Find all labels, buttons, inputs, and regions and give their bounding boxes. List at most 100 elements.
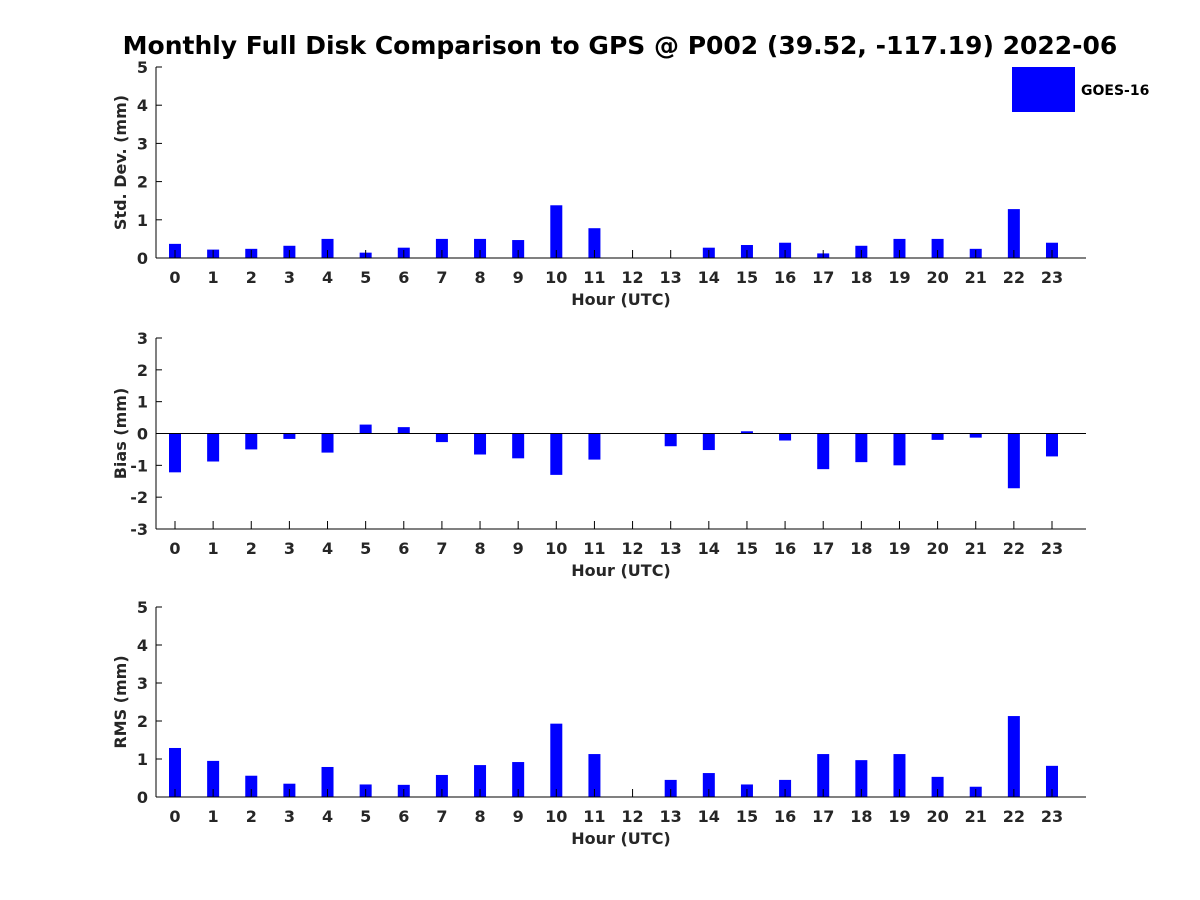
x-tick-label: 22 — [1003, 807, 1025, 826]
x-tick-label: 23 — [1041, 539, 1063, 558]
bar-hour-11 — [588, 433, 601, 460]
bar-hour-4 — [321, 433, 334, 453]
x-tick-label: 9 — [513, 807, 524, 826]
x-tick-label: 12 — [621, 268, 643, 287]
legend: GOES-16 — [1012, 67, 1149, 112]
bar-hour-17 — [817, 433, 830, 470]
x-tick-label: 1 — [208, 807, 219, 826]
bar-hour-23 — [1045, 433, 1058, 457]
x-tick-label: 8 — [474, 539, 485, 558]
x-tick-label: 14 — [698, 539, 720, 558]
bar-hour-9 — [512, 762, 525, 797]
bar-hour-11 — [588, 228, 601, 258]
x-tick-label: 15 — [736, 807, 758, 826]
x-tick-label: 9 — [513, 268, 524, 287]
bar-hour-14 — [702, 773, 715, 797]
y-tick-label: 5 — [137, 58, 148, 77]
x-tick-label: 16 — [774, 268, 796, 287]
x-tick-label: 13 — [660, 807, 682, 826]
bar-hour-7 — [435, 238, 448, 258]
bar-hour-20 — [931, 433, 944, 440]
x-axis-label: Hour (UTC) — [571, 829, 671, 848]
x-tick-label: 10 — [545, 268, 567, 287]
x-tick-label: 19 — [888, 539, 910, 558]
bar-hour-10 — [550, 723, 563, 797]
bar-hour-5 — [359, 424, 372, 434]
bar-hour-0 — [169, 433, 181, 473]
x-tick-label: 14 — [698, 807, 720, 826]
x-tick-label: 15 — [736, 539, 758, 558]
bar-hour-10 — [550, 433, 563, 475]
y-tick-label: 4 — [137, 96, 148, 115]
x-tick-label: 21 — [965, 807, 987, 826]
x-tick-label: 20 — [926, 268, 948, 287]
x-tick-label: 11 — [583, 807, 605, 826]
y-tick-label: 2 — [137, 361, 148, 380]
bar-hour-20 — [931, 238, 944, 258]
bar-hour-18 — [855, 760, 868, 797]
x-tick-label: 19 — [888, 268, 910, 287]
bar-hour-20 — [931, 776, 944, 797]
y-axis-label: Bias (mm) — [111, 388, 130, 480]
bar-hour-14 — [702, 433, 715, 451]
x-tick-label: 20 — [926, 807, 948, 826]
y-axis-label: RMS (mm) — [111, 655, 130, 748]
bar-hour-23 — [1045, 765, 1058, 797]
bar-hour-7 — [435, 774, 448, 797]
bar-hour-15 — [740, 431, 753, 434]
bar-hour-22 — [1007, 209, 1020, 258]
y-tick-label: 1 — [137, 750, 148, 769]
x-tick-label: 10 — [545, 539, 567, 558]
x-tick-label: 9 — [513, 539, 524, 558]
y-tick-label: 3 — [137, 674, 148, 693]
bar-hour-2 — [245, 433, 258, 450]
x-tick-label: 10 — [545, 807, 567, 826]
bar-hour-4 — [321, 766, 334, 797]
y-axis-label: Std. Dev. (mm) — [111, 95, 130, 230]
x-tick-label: 7 — [436, 807, 447, 826]
y-tick-label: 0 — [137, 425, 148, 444]
bar-hour-9 — [512, 433, 525, 459]
bar-hour-3 — [283, 433, 296, 439]
bar-hour-21 — [969, 433, 982, 438]
x-tick-label: 0 — [169, 807, 180, 826]
x-axis-label: Hour (UTC) — [571, 561, 671, 580]
x-tick-label: 6 — [398, 807, 409, 826]
x-tick-label: 14 — [698, 268, 720, 287]
bar-hour-8 — [474, 238, 487, 258]
bar-hour-22 — [1007, 716, 1020, 797]
x-tick-label: 5 — [360, 539, 371, 558]
x-tick-label: 2 — [246, 539, 257, 558]
x-tick-label: 2 — [246, 807, 257, 826]
x-tick-label: 3 — [284, 268, 295, 287]
bar-hour-4 — [321, 238, 334, 258]
x-tick-label: 8 — [474, 807, 485, 826]
x-tick-label: 16 — [774, 807, 796, 826]
x-axis-label: Hour (UTC) — [571, 290, 671, 309]
x-tick-label: 19 — [888, 807, 910, 826]
bar-hour-9 — [512, 240, 525, 258]
bar-hour-11 — [588, 754, 601, 797]
bar-hour-16 — [779, 433, 792, 441]
y-tick-label: 5 — [137, 598, 148, 617]
bar-hour-8 — [474, 765, 487, 797]
y-tick-label: 1 — [137, 393, 148, 412]
x-tick-label: 17 — [812, 268, 834, 287]
bar-hour-8 — [474, 433, 487, 455]
bar-hour-22 — [1007, 433, 1020, 489]
x-tick-label: 4 — [322, 539, 333, 558]
x-tick-label: 18 — [850, 539, 872, 558]
x-tick-label: 12 — [621, 539, 643, 558]
x-tick-label: 22 — [1003, 268, 1025, 287]
bar-hour-19 — [893, 754, 906, 797]
legend-label: GOES-16 — [1081, 83, 1149, 99]
x-tick-label: 6 — [398, 268, 409, 287]
x-tick-label: 17 — [812, 807, 834, 826]
x-tick-label: 7 — [436, 539, 447, 558]
x-tick-label: 0 — [169, 268, 180, 287]
bar-hour-7 — [435, 433, 448, 443]
